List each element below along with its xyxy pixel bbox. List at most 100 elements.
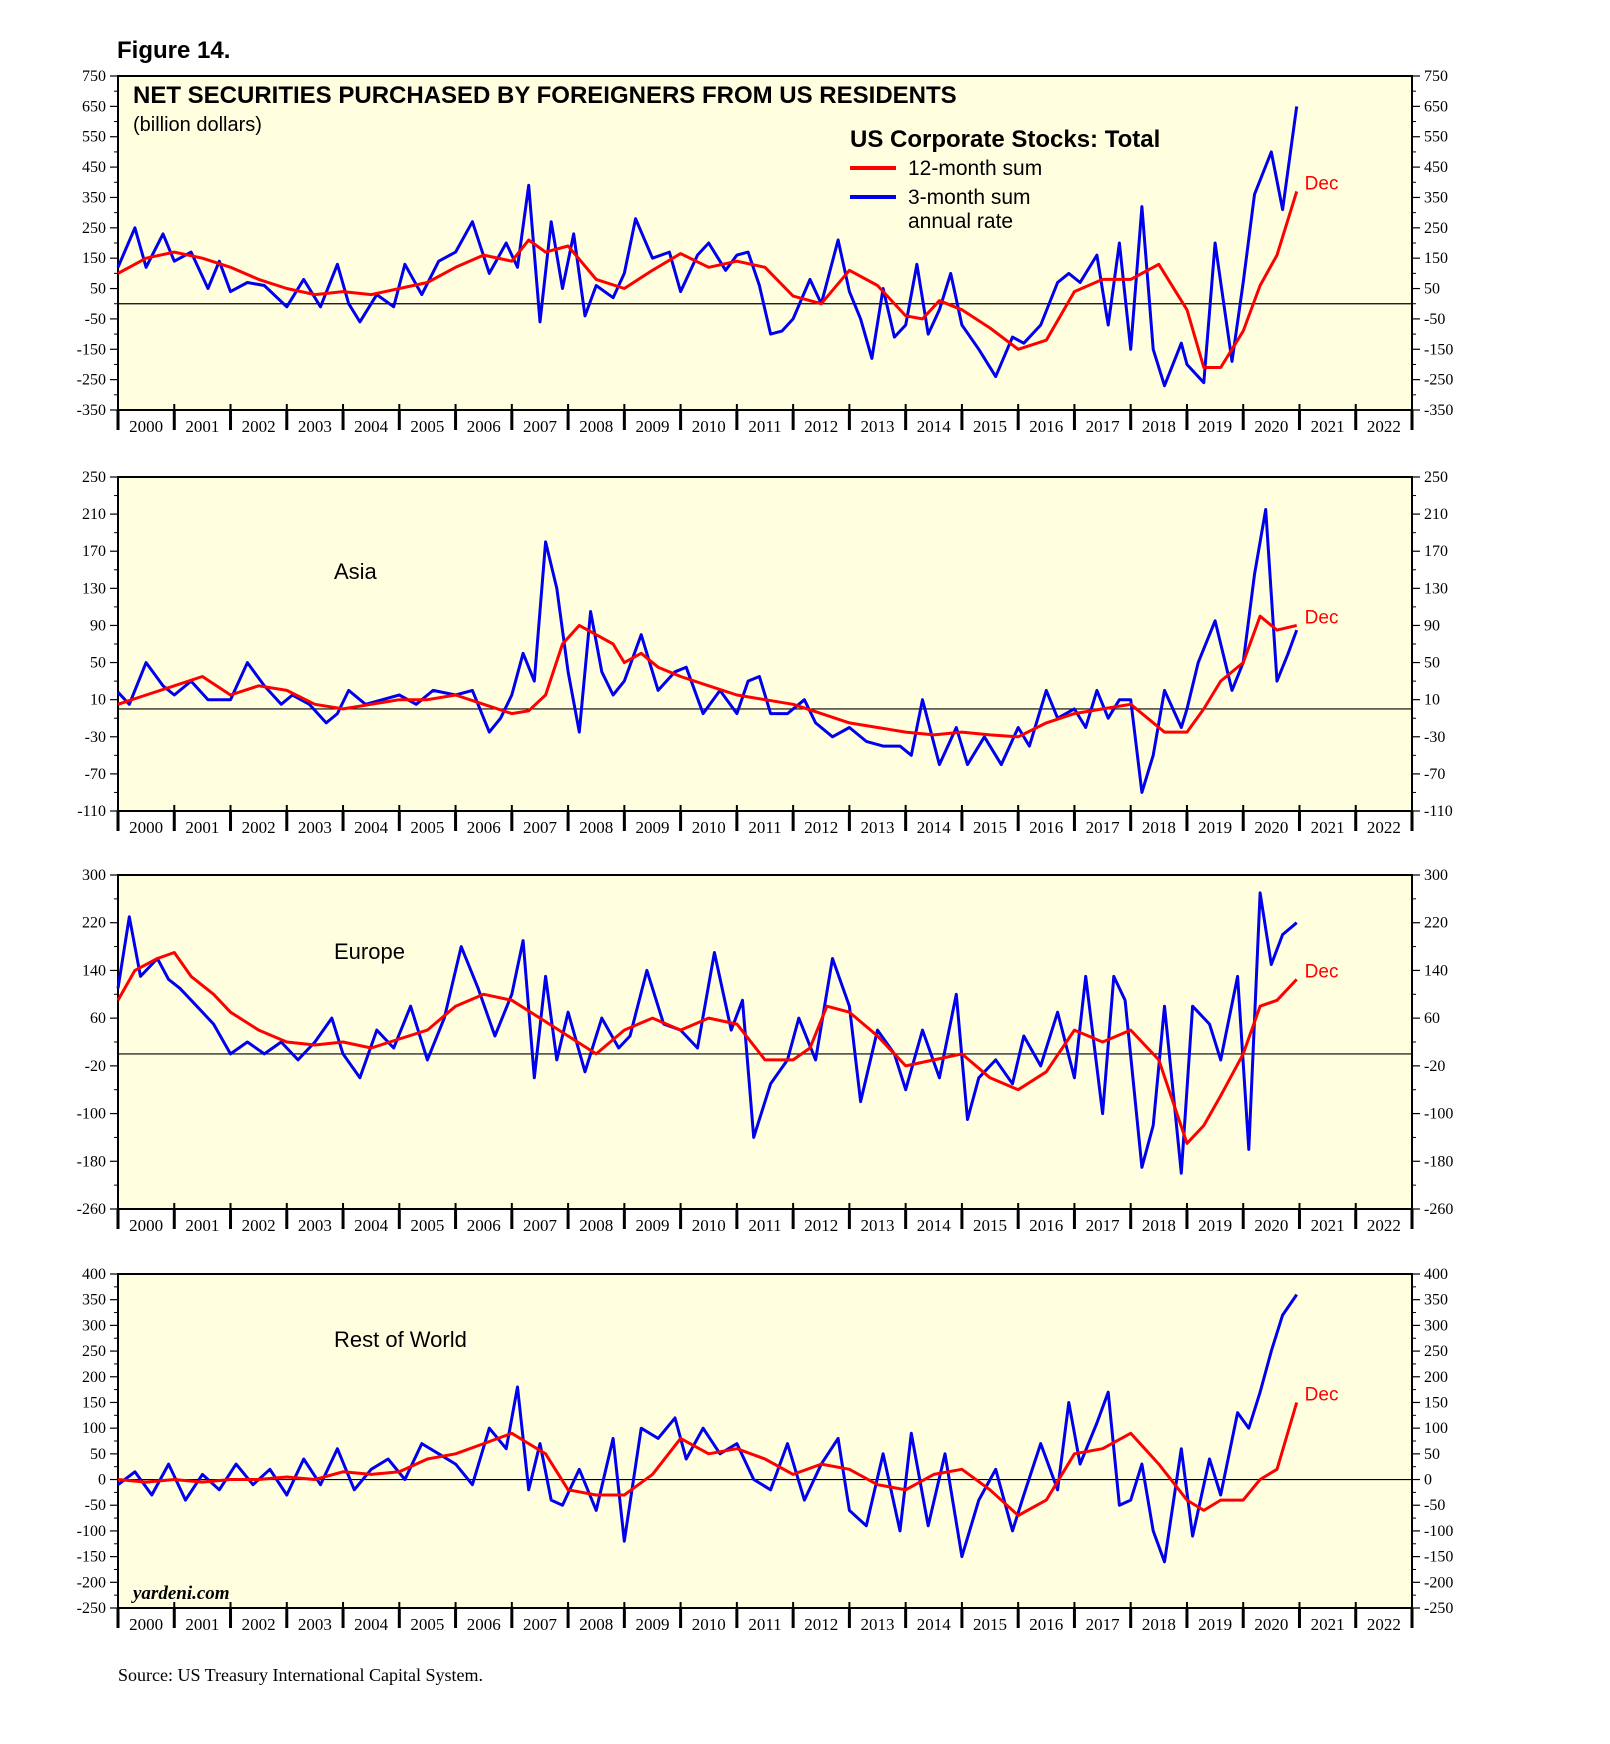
y-tick-label-right: -100	[1424, 1106, 1453, 1123]
y-tick-label-right: -50	[1424, 1497, 1445, 1514]
x-tick-label: 2012	[804, 417, 838, 436]
x-tick-label: 2010	[692, 818, 726, 837]
panel-label: Rest of World	[334, 1327, 467, 1352]
x-tick-label: 2011	[748, 417, 781, 436]
x-tick-label: 2016	[1029, 818, 1063, 837]
y-tick-label-right: 90	[1424, 617, 1440, 634]
x-tick-label: 2019	[1198, 417, 1232, 436]
x-tick-label: 2009	[635, 1615, 669, 1634]
y-tick-label-right: 170	[1424, 543, 1448, 560]
x-tick-label: 2007	[523, 1216, 558, 1235]
x-tick-label: 2011	[748, 1216, 781, 1235]
x-tick-label: 2015	[973, 1216, 1007, 1235]
x-tick-label: 2018	[1142, 1216, 1176, 1235]
y-tick-label-left: 50	[90, 655, 106, 672]
x-tick-label: 2014	[917, 818, 952, 837]
x-tick-label: 2012	[804, 1216, 838, 1235]
x-tick-label: 2009	[635, 818, 669, 837]
x-tick-label: 2021	[1311, 417, 1345, 436]
x-tick-label: 2001	[185, 1216, 219, 1235]
y-tick-label-right: 450	[1424, 159, 1448, 176]
main-title: NET SECURITIES PURCHASED BY FOREIGNERS F…	[133, 82, 957, 109]
y-tick-label-left: 210	[82, 506, 106, 523]
y-tick-label-left: 400	[82, 1266, 106, 1283]
y-tick-label-right: -150	[1424, 341, 1453, 358]
legend: US Corporate Stocks: Total 12-month sum …	[850, 126, 1160, 233]
x-tick-label: 2019	[1198, 1216, 1232, 1235]
x-tick-label: 2022	[1367, 818, 1401, 837]
x-tick-label: 2006	[467, 1216, 501, 1235]
x-tick-label: 2014	[917, 417, 952, 436]
x-tick-label: 2017	[1086, 417, 1121, 436]
y-tick-label-left: -100	[77, 1106, 106, 1123]
x-tick-label: 2013	[861, 417, 895, 436]
x-tick-label: 2003	[298, 1216, 332, 1235]
plot-area	[117, 874, 1413, 1210]
x-tick-label: 2000	[129, 1615, 163, 1634]
y-tick-label-right: 150	[1424, 250, 1448, 267]
x-tick-label: 2001	[185, 417, 219, 436]
x-tick-label: 2013	[861, 1216, 895, 1235]
x-tick-label: 2020	[1254, 1216, 1288, 1235]
panel-europe: 300 300 220 220 140 140 60 60 -20 -20 -100 -100 -180…	[77, 867, 1454, 1235]
x-tick-label: 2019	[1198, 1615, 1232, 1634]
x-tick-label: 2004	[354, 417, 389, 436]
y-tick-label-right: 10	[1424, 692, 1440, 709]
y-tick-label-right: 200	[1424, 1369, 1448, 1386]
legend-blue-label-line1: 3-month sum	[908, 186, 1031, 209]
x-tick-label: 2007	[523, 818, 558, 837]
y-tick-label-right: 220	[1424, 915, 1448, 932]
x-tick-label: 2005	[410, 417, 444, 436]
x-tick-label: 2019	[1198, 818, 1232, 837]
series-line-12-month-sum	[116, 951, 1298, 1145]
y-tick-label-right: -110	[1424, 803, 1453, 820]
y-tick-label-right: -250	[1424, 1600, 1453, 1617]
y-tick-label-left: -50	[85, 1497, 106, 1514]
x-tick-label: 2005	[410, 1615, 444, 1634]
y-tick-label-left: 100	[82, 1420, 106, 1437]
legend-title: US Corporate Stocks: Total	[850, 126, 1160, 153]
y-tick-label-right: 250	[1424, 220, 1448, 237]
y-tick-label-right: -250	[1424, 372, 1453, 389]
x-tick-label: 2010	[692, 1216, 726, 1235]
figure-label: Figure 14.	[117, 37, 230, 64]
x-tick-label: 2022	[1367, 417, 1401, 436]
x-tick-label: 2006	[467, 818, 501, 837]
x-tick-label: 2012	[804, 1615, 838, 1634]
plot-area	[117, 476, 1413, 812]
y-tick-label-left: 350	[82, 1292, 106, 1309]
y-tick-label-left: -100	[77, 1523, 106, 1540]
y-tick-label-right: 50	[1424, 655, 1440, 672]
x-tick-label: 2018	[1142, 1615, 1176, 1634]
y-tick-label-left: 90	[90, 617, 106, 634]
y-tick-label-right: -180	[1424, 1153, 1453, 1170]
y-tick-label-left: -110	[77, 803, 106, 820]
plot-area	[117, 1273, 1413, 1609]
x-tick-label: 2000	[129, 818, 163, 837]
y-tick-label-left: 220	[82, 915, 106, 932]
x-tick-label: 2013	[861, 1615, 895, 1634]
y-tick-label-left: 140	[82, 962, 106, 979]
x-tick-label: 2014	[917, 1216, 952, 1235]
x-tick-label: 2011	[748, 1615, 781, 1634]
x-tick-label: 2020	[1254, 1615, 1288, 1634]
x-tick-label: 2001	[185, 818, 219, 837]
y-tick-label-left: -150	[77, 341, 106, 358]
x-tick-label: 2015	[973, 818, 1007, 837]
y-tick-label-left: 10	[90, 692, 106, 709]
x-tick-label: 2002	[242, 1216, 276, 1235]
y-tick-label-left: 650	[82, 98, 106, 115]
y-tick-label-right: 400	[1424, 1266, 1448, 1283]
y-tick-label-left: 300	[82, 867, 106, 884]
y-tick-label-left: 150	[82, 1394, 106, 1411]
panel-label: Asia	[334, 559, 378, 584]
y-tick-label-left: -20	[85, 1058, 106, 1075]
y-tick-label-right: -20	[1424, 1058, 1445, 1075]
panel-total: 750 750 650 650 550 550 450 450 350 350 250 250 150 1…	[77, 68, 1454, 436]
y-tick-label-left: -200	[77, 1574, 106, 1591]
series-line-3-month-annual-rate	[116, 508, 1299, 794]
x-tick-label: 2017	[1086, 818, 1121, 837]
y-tick-label-right: 550	[1424, 129, 1448, 146]
